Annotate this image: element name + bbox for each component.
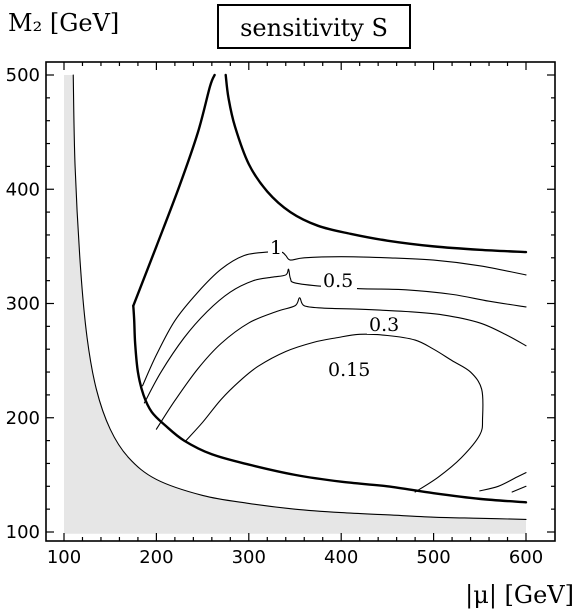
x-tick-label: 300 [232,547,266,568]
title-box [217,4,411,49]
region-boundary-line-3 [224,73,528,254]
y-tick-label: 200 [6,408,40,429]
tick-labels: 100 200 300 400 500 600 100 200 300 400 500 [6,65,544,568]
x-axis-label: |μ| [GeV] [465,581,574,610]
contour-label-1: 1 [270,237,282,259]
contour-label-bg-0.5 [321,270,357,290]
x-tick-label: 500 [416,547,450,568]
contour-label-bg-0.15 [326,360,374,380]
region-boundary-line-1 [132,304,528,504]
y-tick-label: 300 [6,294,40,315]
contour-line-0.5 [143,268,527,404]
excluded-region [64,75,526,534]
plot-area [45,61,556,542]
contour-line-0.15 [185,333,484,493]
y-tick-label: 400 [6,179,40,200]
chart-title: sensitivity S [240,14,388,42]
kinematic-boundary-line-0 [72,74,527,520]
contour-line-extra-9 [511,485,527,493]
y-tick-label: 500 [6,65,40,86]
x-tick-label: 200 [139,547,173,568]
contour-line-extra-8 [479,472,527,492]
contour-label-0.3: 0.3 [369,314,399,336]
contour-line-0.3 [155,297,527,430]
contour-label-0.15: 0.15 [328,359,370,381]
series-layer [72,73,528,520]
contour-line-1 [141,251,527,387]
x-tick-label: 400 [324,547,358,568]
contour-label-0.5: 0.5 [323,270,353,292]
plot-frame [45,61,556,542]
contour-label-bg-0.3 [367,314,403,334]
contour-labels: 1 0.5 0.3 0.15 [268,237,403,381]
y-tick-label: 100 [6,522,40,543]
x-tick-label: 600 [509,547,543,568]
region-boundary-line-2 [132,73,216,307]
contour-label-bg-1 [268,238,282,258]
y-axis-label: M₂ [GeV] [8,9,119,37]
x-tick-label: 100 [47,547,81,568]
